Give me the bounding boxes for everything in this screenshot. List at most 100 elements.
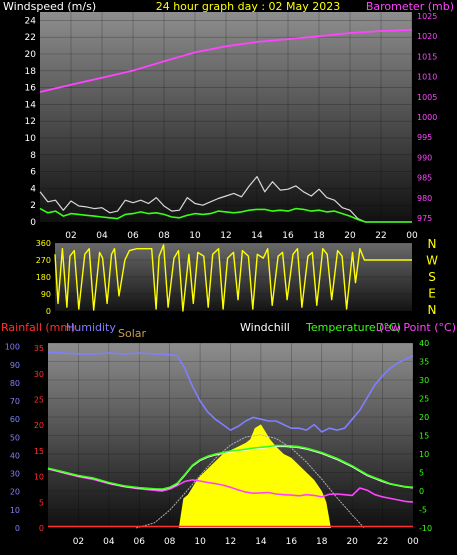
humidity-tick-label: 10 xyxy=(10,506,20,515)
dewpoint-line xyxy=(47,468,414,503)
rainfall-tick-label: 35 xyxy=(34,344,44,353)
barometer-axis-label: Barometer (mb) xyxy=(366,0,454,13)
humidity-tick-label: 100 xyxy=(5,343,20,352)
windspeed-tick-label: 22 xyxy=(25,33,36,43)
chart-title: 24 hour graph day : 02 May 2023 xyxy=(156,0,341,13)
rainfall-tick-labels: 0 5 10 15 20 25 30 35 xyxy=(34,344,44,533)
temperature-tick-label: -10 xyxy=(419,524,432,533)
temp-time-tick-label: 04 xyxy=(103,537,115,547)
wind-time-tick-label: 00 xyxy=(406,231,418,241)
wind-time-tick-labels: 02 04 06 08 10 12 14 16 18 20 22 00 xyxy=(65,231,418,241)
compass-label: N xyxy=(428,303,437,317)
temp-time-tick-label: 16 xyxy=(286,537,298,547)
wind-time-tick-label: 04 xyxy=(96,231,108,241)
windspeed-tick-label: 0 xyxy=(30,218,36,228)
barometer-tick-label: 1025 xyxy=(417,12,437,21)
barometer-tick-label: 985 xyxy=(417,174,432,183)
barometer-tick-label: 980 xyxy=(417,194,432,203)
rainfall-tick-label: 15 xyxy=(34,447,44,456)
wind-time-tick-label: 08 xyxy=(158,231,170,241)
rainfall-tick-label: 0 xyxy=(39,524,44,533)
temp-time-tick-label: 08 xyxy=(164,537,176,547)
temp-time-tick-label: 00 xyxy=(407,537,419,547)
humidity-tick-label: 60 xyxy=(10,415,20,424)
temperature-tick-label: 25 xyxy=(419,395,429,404)
windspeed-tick-label: 24 xyxy=(25,16,37,26)
humidity-axis-label: Humidity xyxy=(66,321,116,334)
humidity-tick-labels: 0 10 20 30 40 50 60 70 80 90 100 xyxy=(5,343,20,533)
temperature-axis-label: Temperature (°C) xyxy=(305,321,401,334)
solar-area xyxy=(48,424,413,528)
temp-time-tick-label: 18 xyxy=(316,537,328,547)
wind-grid xyxy=(40,12,413,223)
temp-time-tick-labels: 02 04 06 08 10 12 14 16 18 20 22 00 xyxy=(73,537,419,547)
temp-time-tick-label: 06 xyxy=(134,537,146,547)
humidity-tick-label: 70 xyxy=(10,397,20,406)
compass-label: N xyxy=(428,237,437,251)
temperature-tick-label: 40 xyxy=(419,339,429,348)
direction-tick-label: 0 xyxy=(46,307,51,316)
windspeed-tick-label: 12 xyxy=(25,117,36,127)
temp-time-tick-label: 12 xyxy=(225,537,236,547)
wind-time-tick-label: 20 xyxy=(344,231,356,241)
temperature-tick-label: 10 xyxy=(419,450,429,459)
temperature-tick-label: 30 xyxy=(419,376,429,385)
rainfall-tick-label: 5 xyxy=(39,498,44,507)
windspeed-tick-label: 14 xyxy=(25,100,37,110)
direction-grid xyxy=(55,242,412,312)
windspeed-tick-label: 16 xyxy=(25,84,37,94)
windchill-label: Windchill xyxy=(240,321,290,334)
barometer-tick-label: 995 xyxy=(417,133,432,142)
average-wind-line xyxy=(39,207,412,223)
direction-tick-label: 90 xyxy=(41,290,51,299)
direction-tick-label: 360 xyxy=(36,239,51,248)
wind-time-tick-label: 02 xyxy=(65,231,76,241)
humidity-tick-label: 30 xyxy=(10,470,20,479)
humidity-tick-label: 50 xyxy=(10,433,20,442)
wind-time-tick-label: 22 xyxy=(375,231,386,241)
wind-time-tick-label: 16 xyxy=(282,231,294,241)
humidity-tick-label: 20 xyxy=(10,488,20,497)
wind-direction-line xyxy=(54,244,412,312)
windspeed-tick-label: 6 xyxy=(30,168,36,178)
barometer-tick-label: 1020 xyxy=(417,32,437,41)
rainfall-tick-label: 10 xyxy=(34,473,44,482)
solar-max-line xyxy=(136,434,365,529)
temperature-tick-labels: -10 -5 0 5 10 15 20 25 30 35 40 xyxy=(419,339,432,533)
windspeed-tick-label: 2 xyxy=(30,201,36,211)
temp-time-tick-label: 02 xyxy=(73,537,84,547)
temperature-tick-label: 35 xyxy=(419,358,429,367)
barometer-tick-label: 1010 xyxy=(417,73,437,82)
gust-line xyxy=(39,176,412,223)
temp-time-tick-label: 10 xyxy=(194,537,206,547)
wind-time-tick-label: 06 xyxy=(127,231,139,241)
humidity-line xyxy=(47,351,414,433)
rainfall-axis-label: Rainfall (mm) xyxy=(1,321,75,334)
temp-series xyxy=(47,351,414,529)
wind-time-tick-label: 14 xyxy=(251,231,263,241)
barometer-tick-label: 975 xyxy=(417,214,432,223)
humidity-tick-label: 80 xyxy=(10,379,20,388)
windspeed-tick-label: 20 xyxy=(25,50,37,60)
direction-tick-labels: 0 90 180 270 360 xyxy=(36,239,51,316)
temperature-tick-label: 20 xyxy=(419,413,429,422)
windspeed-tick-label: 18 xyxy=(25,67,37,77)
solar-label: Solar xyxy=(118,327,147,340)
temperature-tick-label: 15 xyxy=(419,432,429,441)
compass-label: W xyxy=(426,254,438,268)
wind-time-tick-label: 18 xyxy=(313,231,325,241)
humidity-tick-label: 0 xyxy=(15,524,20,533)
temp-time-tick-label: 14 xyxy=(255,537,267,547)
windspeed-tick-label: 8 xyxy=(30,151,36,161)
windspeed-tick-label: 4 xyxy=(30,184,36,194)
wind-time-tick-label: 10 xyxy=(189,231,201,241)
compass-label: S xyxy=(428,270,436,284)
temperature-tick-label: -5 xyxy=(419,506,427,515)
barometer-tick-label: 1000 xyxy=(417,113,437,122)
temperature-line xyxy=(47,444,414,490)
windspeed-axis-label: Windspeed (m/s) xyxy=(3,0,96,13)
rainfall-tick-label: 25 xyxy=(34,396,44,405)
